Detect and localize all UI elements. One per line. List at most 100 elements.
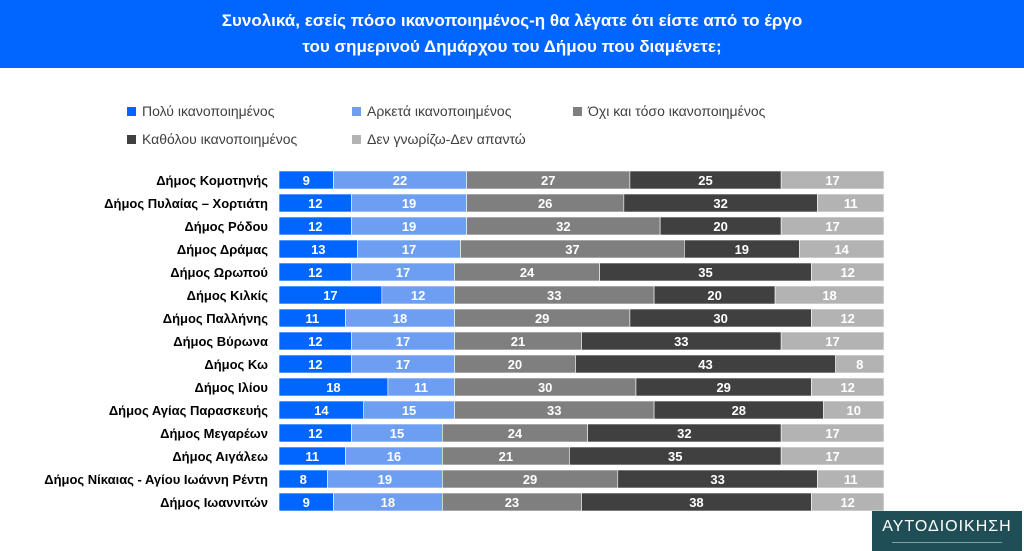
data-label: 18: [393, 311, 407, 326]
category-label: Δήμος Κομοτηνής: [156, 173, 268, 188]
legend-label: Καθόλου ικανοποιημένος: [142, 131, 298, 147]
data-label: 30: [538, 380, 552, 395]
category-label: Δήμος Δράμας: [177, 242, 268, 257]
data-label: 12: [308, 219, 322, 234]
data-label: 20: [508, 357, 522, 372]
data-label: 17: [825, 449, 839, 464]
data-label: 19: [735, 242, 749, 257]
data-label: 15: [390, 426, 404, 441]
data-label: 13: [311, 242, 325, 257]
data-label: 9: [303, 173, 310, 188]
data-label: 32: [713, 196, 727, 211]
category-label: Δήμος Βύρωνα: [173, 334, 268, 349]
title-banner: Συνολικά, εσείς πόσο ικανοποιημένος-η θα…: [0, 0, 1024, 68]
legend-label: Δεν γνωρίζω-Δεν απαντώ: [367, 131, 526, 147]
legend-swatch: [127, 135, 136, 144]
data-label: 19: [378, 472, 392, 487]
category-label: Δήμος Ρόδου: [184, 219, 268, 234]
bar-segment: [798, 239, 885, 259]
legend-swatch: [127, 107, 136, 116]
data-label: 17: [396, 334, 410, 349]
data-label: 17: [825, 219, 839, 234]
data-label: 18: [822, 288, 836, 303]
data-label: 12: [411, 288, 425, 303]
data-label: 28: [732, 403, 746, 418]
data-label: 22: [393, 173, 407, 188]
data-label: 11: [305, 449, 319, 464]
data-label: 35: [698, 265, 712, 280]
data-label: 37: [565, 242, 579, 257]
data-label: 26: [538, 196, 552, 211]
data-label: 9: [303, 495, 310, 510]
data-label: 29: [535, 311, 549, 326]
data-label: 8: [856, 357, 863, 372]
data-label: 12: [308, 265, 322, 280]
category-label: Δήμος Ωρωπού: [170, 265, 268, 280]
data-label: 11: [844, 196, 858, 211]
data-label: 14: [314, 403, 329, 418]
data-label: 17: [825, 426, 839, 441]
data-label: 24: [508, 426, 523, 441]
data-label: 33: [547, 288, 561, 303]
data-label: 12: [840, 380, 854, 395]
data-label: 17: [396, 357, 410, 372]
data-label: 12: [308, 196, 322, 211]
data-label: 32: [556, 219, 570, 234]
data-label: 33: [547, 403, 561, 418]
category-label: Δήμος Ιλίου: [194, 380, 268, 395]
data-label: 14: [834, 242, 849, 257]
category-label: Δήμος Αιγάλεω: [172, 449, 268, 464]
legend-swatch: [573, 107, 582, 116]
data-label: 11: [844, 472, 858, 487]
data-label: 15: [402, 403, 416, 418]
data-label: 30: [713, 311, 727, 326]
data-label: 20: [713, 219, 727, 234]
logo: ΑΥΤΟΔΙΟΙΚΗΣΗ: [872, 511, 1022, 551]
bar-segment: [835, 354, 885, 374]
data-label: 21: [499, 449, 513, 464]
data-label: 11: [414, 380, 428, 395]
data-label: 12: [308, 357, 322, 372]
data-label: 12: [308, 426, 322, 441]
bar-segment: [811, 308, 885, 328]
data-label: 24: [520, 265, 535, 280]
data-label: 12: [840, 311, 854, 326]
data-label: 12: [840, 265, 854, 280]
data-label: 18: [381, 495, 395, 510]
bar-segment: [780, 423, 885, 443]
legend-item-very-satisfied: Πολύ ικανοποιημένος: [127, 102, 274, 120]
data-label: 16: [387, 449, 401, 464]
bar-segment: [780, 216, 885, 236]
bar-segment: [780, 170, 885, 190]
bar-segment: [811, 492, 885, 512]
data-label: 17: [825, 334, 839, 349]
category-label: Δήμος Ιωαννιτών: [160, 495, 268, 510]
data-label: 43: [698, 357, 712, 372]
bar-segment: [811, 377, 885, 397]
bar-segment: [817, 469, 885, 489]
category-label: Δήμος Παλλήνης: [163, 311, 269, 326]
legend-label: Αρκετά ικανοποιημένος: [367, 103, 512, 119]
logo-underline: [892, 542, 1002, 543]
data-label: 29: [523, 472, 537, 487]
bar-segment: [780, 446, 885, 466]
data-label: 17: [396, 265, 410, 280]
bar-segment: [823, 400, 885, 420]
data-label: 27: [541, 173, 555, 188]
legend-label: Όχι και τόσο ικανοποιημένος: [588, 103, 766, 119]
legend-swatch: [352, 135, 361, 144]
data-label: 19: [402, 219, 416, 234]
data-label: 29: [716, 380, 730, 395]
bar-segment: [817, 193, 885, 213]
data-label: 21: [511, 334, 525, 349]
data-label: 32: [677, 426, 691, 441]
data-label: 18: [326, 380, 340, 395]
data-label: 11: [305, 311, 319, 326]
legend-item-not-at-all-satisfied: Καθόλου ικανοποιημένος: [127, 130, 297, 148]
category-label: Δήμος Πυλαίας – Χορτιάτη: [104, 196, 268, 211]
legend-item-not-so-satisfied: Όχι και τόσο ικανοποιημένος: [573, 102, 765, 120]
data-label: 25: [698, 173, 712, 188]
bar-segment: [811, 262, 885, 282]
category-label: Δήμος Αγίας Παρασκευής: [109, 403, 268, 418]
